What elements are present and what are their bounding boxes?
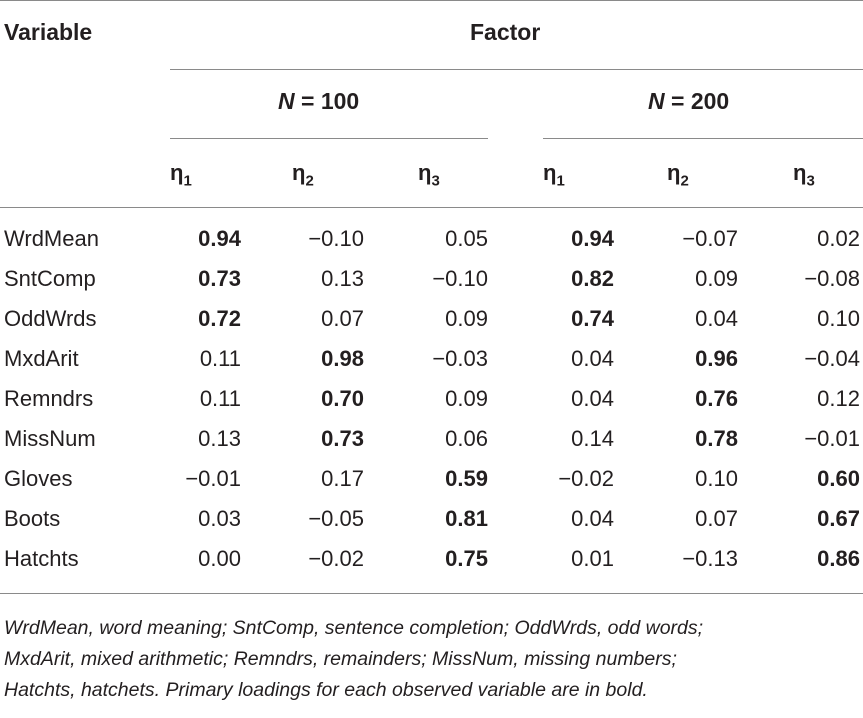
primary-loading-cell: 0.86	[817, 546, 860, 571]
loading-cell: 0.09	[695, 266, 738, 291]
group-header-n200: N = 200	[648, 88, 729, 115]
row-variable-name: WrdMean	[4, 226, 99, 251]
loading-cell: −0.02	[308, 546, 364, 571]
loading-cell: 0.01	[571, 546, 614, 571]
eta-column-header: η3	[418, 160, 440, 189]
primary-loading-cell: 0.75	[445, 546, 488, 571]
eta-symbol: η	[418, 160, 432, 185]
eta-subscript: 1	[556, 172, 565, 190]
variable-header: Variable	[4, 19, 93, 45]
primary-loading-cell: 0.59	[445, 466, 488, 491]
primary-loading-cell: 0.94	[571, 226, 614, 251]
loading-cell: −0.02	[558, 466, 614, 491]
loading-cell: −0.01	[804, 426, 860, 451]
eta-column-header: η3	[793, 160, 815, 189]
loading-cell: 0.02	[817, 226, 860, 251]
loading-cell: 0.05	[445, 226, 488, 251]
group-n-value: = 200	[664, 88, 730, 114]
eta-column-header: η1	[170, 160, 192, 189]
loading-cell: −0.03	[432, 346, 488, 371]
factor-rule	[170, 69, 863, 70]
eta-symbol: η	[793, 160, 807, 185]
eta-subscript: 2	[305, 172, 314, 190]
primary-loading-cell: 0.81	[445, 506, 488, 531]
group-rule-n200	[543, 138, 863, 139]
footnote-line: Hatchts, hatchets. Primary loadings for …	[4, 679, 648, 701]
primary-loading-cell: 0.74	[571, 306, 614, 331]
group-n-symbol: N	[648, 88, 665, 114]
loading-cell: 0.10	[695, 466, 738, 491]
group-rule-n100	[170, 138, 488, 139]
loading-cell: 0.17	[321, 466, 364, 491]
primary-loading-cell: 0.94	[198, 226, 241, 251]
primary-loading-cell: 0.73	[198, 266, 241, 291]
group-n-symbol: N	[278, 88, 295, 114]
primary-loading-cell: 0.76	[695, 386, 738, 411]
eta-symbol: η	[170, 160, 184, 185]
primary-loading-cell: 0.73	[321, 426, 364, 451]
primary-loading-cell: 0.70	[321, 386, 364, 411]
eta-subscript: 2	[680, 172, 689, 190]
eta-subscript: 3	[431, 172, 440, 190]
loading-cell: −0.01	[185, 466, 241, 491]
loading-cell: 0.11	[199, 386, 241, 411]
loading-cell: 0.04	[571, 386, 614, 411]
loading-cell: −0.05	[308, 506, 364, 531]
eta-symbol: η	[667, 160, 681, 185]
primary-loading-cell: 0.98	[321, 346, 364, 371]
table-footnote: WrdMean, word meaning; SntComp, sentence…	[4, 613, 860, 706]
row-variable-name: SntComp	[4, 266, 96, 291]
eta-symbol: η	[543, 160, 557, 185]
group-header-n100: N = 100	[278, 88, 359, 115]
loading-cell: 0.03	[198, 506, 241, 531]
eta-column-header: η2	[667, 160, 689, 189]
footnote-line: WrdMean, word meaning; SntComp, sentence…	[4, 617, 704, 639]
row-variable-name: MxdArit	[4, 346, 79, 371]
eta-column-header: η2	[292, 160, 314, 189]
header-bottom-rule	[0, 207, 863, 208]
row-variable-name: MissNum	[4, 426, 96, 451]
loading-cell: −0.10	[432, 266, 488, 291]
primary-loading-cell: 0.78	[695, 426, 738, 451]
loading-cell: 0.13	[198, 426, 241, 451]
loading-cell: −0.08	[804, 266, 860, 291]
loading-cell: 0.07	[695, 506, 738, 531]
loading-cell: 0.13	[321, 266, 364, 291]
eta-symbol: η	[292, 160, 306, 185]
loading-cell: 0.04	[571, 506, 614, 531]
row-variable-name: OddWrds	[4, 306, 97, 331]
loading-cell: 0.04	[571, 346, 614, 371]
factor-header: Factor	[470, 19, 541, 45]
eta-column-header: η1	[543, 160, 565, 189]
row-variable-name: Gloves	[4, 466, 73, 491]
primary-loading-cell: 0.96	[695, 346, 738, 371]
loading-cell: −0.07	[682, 226, 738, 251]
footnote-line: MxdArit, mixed arithmetic; Remndrs, rema…	[4, 648, 677, 670]
loading-cell: 0.09	[445, 306, 488, 331]
loading-cell: 0.09	[445, 386, 488, 411]
group-n-value: = 100	[294, 88, 360, 114]
loading-cell: 0.10	[817, 306, 860, 331]
top-rule	[0, 0, 863, 1]
primary-loading-cell: 0.82	[571, 266, 614, 291]
row-variable-name: Boots	[4, 506, 61, 531]
loading-cell: 0.11	[199, 346, 241, 371]
table-bottom-rule	[0, 593, 863, 594]
loading-cell: −0.04	[804, 346, 860, 371]
loading-cell: 0.14	[571, 426, 614, 451]
loading-cell: 0.00	[198, 546, 241, 571]
loading-cell: −0.13	[682, 546, 738, 571]
eta-subscript: 1	[183, 172, 192, 190]
primary-loading-cell: 0.72	[198, 306, 241, 331]
loading-cell: −0.10	[308, 226, 364, 251]
primary-loading-cell: 0.67	[817, 506, 860, 531]
loading-cell: 0.12	[817, 386, 860, 411]
row-variable-name: Remndrs	[4, 386, 94, 411]
row-variable-name: Hatchts	[4, 546, 79, 571]
eta-subscript: 3	[806, 172, 815, 190]
loading-cell: 0.06	[445, 426, 488, 451]
primary-loading-cell: 0.60	[817, 466, 860, 491]
loading-cell: 0.04	[695, 306, 738, 331]
loading-cell: 0.07	[321, 306, 364, 331]
